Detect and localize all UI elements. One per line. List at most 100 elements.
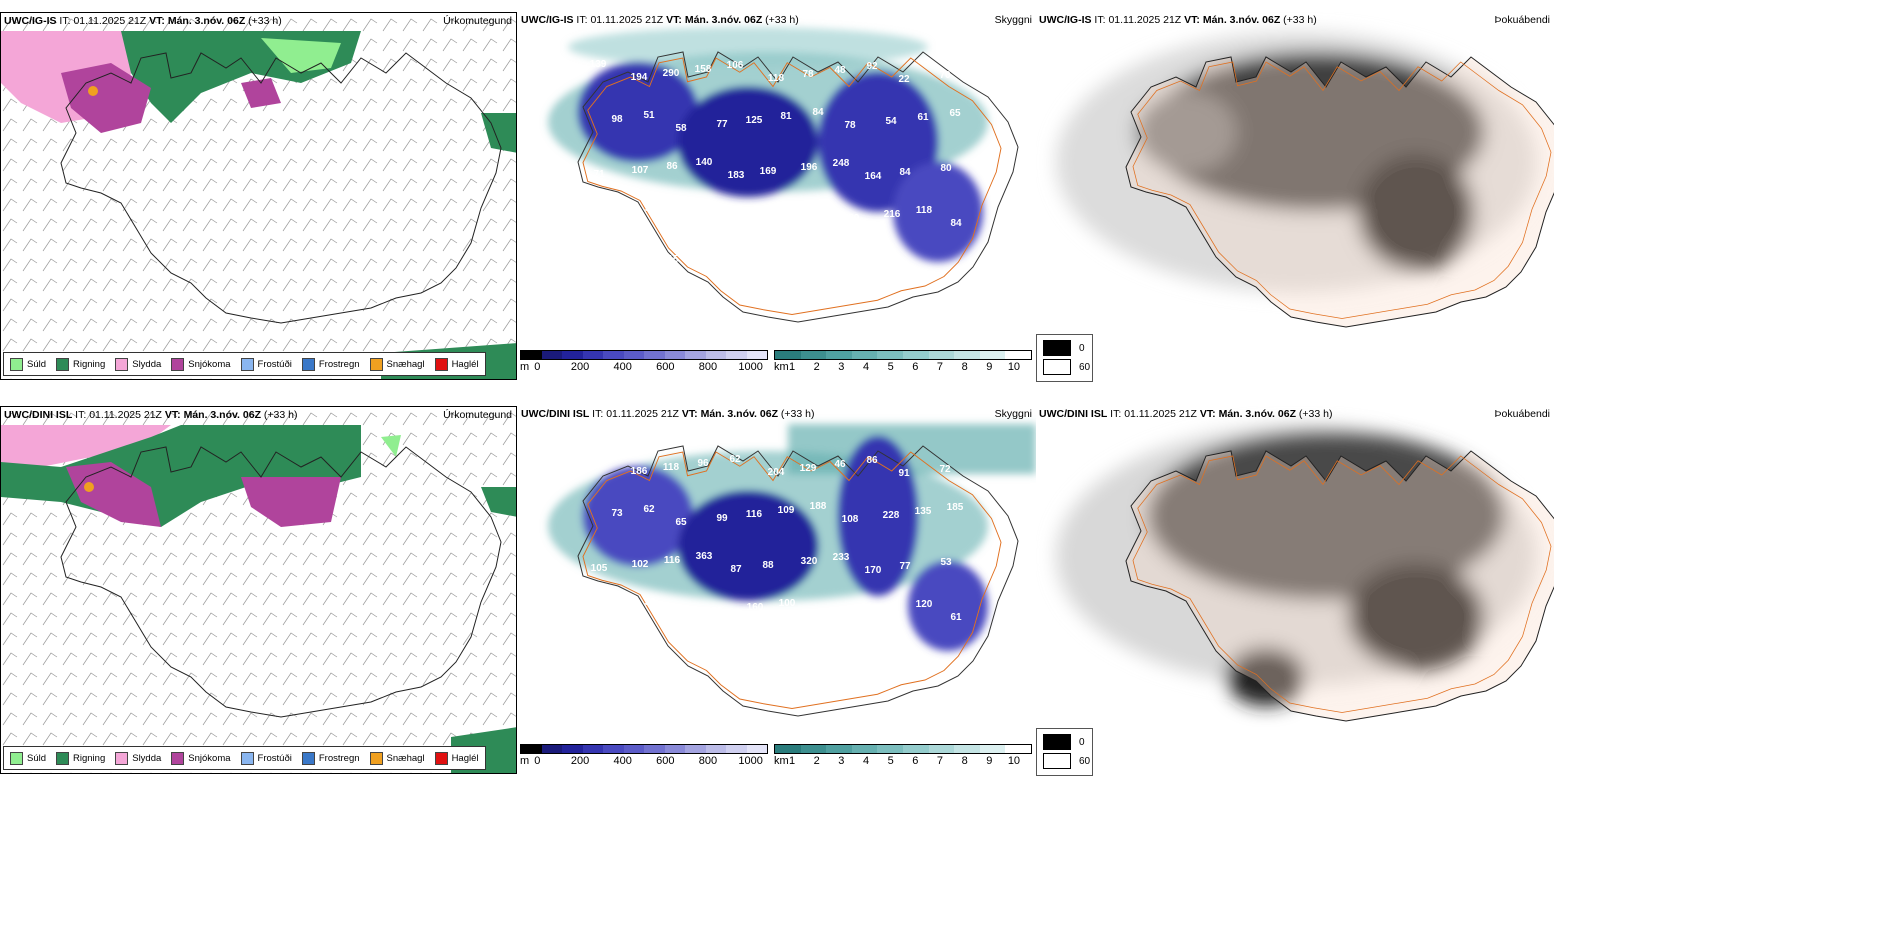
- cloud-base-label: 213: [811, 217, 828, 228]
- colorbar-bin: [644, 351, 665, 359]
- cloud-base-label: 77: [716, 119, 728, 130]
- cloud-base-label: 118: [663, 462, 680, 473]
- cloud-base-label: 17: [626, 258, 638, 269]
- colorbar-tick: 10: [1007, 361, 1021, 373]
- cloud-base-label: 188: [810, 501, 827, 512]
- legend-swatch: [301, 357, 315, 371]
- fog-legend: 0 60: [1036, 728, 1093, 776]
- colorbar-bin: [562, 351, 583, 359]
- cloud-base-label: 15: [667, 254, 679, 265]
- colorbar-tick: 10: [1007, 755, 1021, 767]
- cloud-base-label: 54: [885, 116, 897, 127]
- cloud-base-label: 81: [780, 111, 792, 122]
- fog-legend-row: 60: [1043, 753, 1090, 769]
- cloud-base-label: 140: [696, 157, 713, 168]
- panel-header: UWC/DINI ISL IT: 01.11.2025 21Z VT: Mán.…: [4, 409, 298, 421]
- cloud-base-label: 158: [695, 64, 712, 75]
- legend-label: Rigning: [73, 752, 106, 764]
- cloud-base-label: 185: [947, 502, 964, 513]
- legend-item: Frostregn: [301, 751, 360, 765]
- panel-header: UWC/IG-IS IT: 01.11.2025 21Z VT: Mán. 3.…: [521, 14, 799, 26]
- legend-label: Snæhagl: [386, 752, 425, 764]
- legend-label: Súld: [27, 752, 47, 764]
- colorbar-bin: [851, 351, 878, 359]
- low-cloud-area: [583, 466, 693, 566]
- precip-type-map-top: UWC/IG-IS IT: 01.11.2025 21Z VT: Mán. 3.…: [0, 12, 517, 380]
- cloud-base-label: 170: [865, 565, 882, 576]
- colorbar-strip: [520, 350, 768, 360]
- fog-legend-swatch: [1043, 734, 1071, 750]
- legend-swatch: [56, 751, 70, 765]
- precip-legend: Súld Rigning Slydda Snjókoma Frostúði Frostre…: [3, 352, 486, 376]
- legend-swatch: [240, 357, 254, 371]
- legend-label: Frostúði: [257, 752, 292, 764]
- legend-swatch: [369, 357, 383, 371]
- panel-title: Þokuábendi: [1494, 14, 1550, 26]
- snow-pellet-spot: [84, 482, 94, 492]
- legend-item: Rigning: [56, 357, 105, 371]
- colorbar-tick: 2: [813, 755, 820, 767]
- colorbar-bin: [541, 351, 562, 359]
- cloud-base-label: 120: [916, 599, 933, 610]
- colorbar-tick: 4: [862, 755, 870, 767]
- fog-legend-swatch: [1043, 359, 1071, 375]
- visibility-cloudbase-map-top: 139 194 290 158 106 118 78 48 92 22 70 98 51 58 77 125 8…: [518, 12, 1036, 380]
- cloud-base-label: 106: [727, 60, 744, 71]
- cloud-base-label: 177: [843, 607, 860, 618]
- colorbar-bin: [582, 351, 603, 359]
- legend-item: Haglél: [434, 357, 479, 371]
- sleet-area: [1, 425, 171, 467]
- cloud-base-label: 116: [746, 509, 763, 520]
- cloud-base-label: 233: [833, 552, 850, 563]
- panel-title: Þokuábendi: [1494, 408, 1550, 420]
- colorbar-strip: [774, 744, 1032, 754]
- visibility-colorbar: km 1 2 3 4 5 6 7 8 9 10: [774, 350, 1032, 378]
- legend-label: Slydda: [132, 752, 162, 764]
- cloud-base-label: 70: [939, 70, 951, 81]
- colorbar-bin: [685, 351, 706, 359]
- colorbar-tick: 3: [838, 755, 845, 767]
- colorbar-tick: 400: [613, 361, 632, 373]
- colorbar-bin: [1005, 351, 1031, 359]
- cloud-base-label: 108: [842, 514, 859, 525]
- colorbar-tick: 6: [912, 755, 919, 767]
- legend-swatch: [240, 751, 254, 765]
- cloud-base-label: 51: [612, 601, 624, 612]
- colorbar-bin: [726, 745, 747, 753]
- cloud-base-label: 116: [664, 555, 681, 566]
- snow-area: [61, 63, 151, 133]
- legend-item: Snjókoma: [171, 751, 231, 765]
- cloud-base-label: 389: [706, 606, 723, 617]
- colorbar-tick: 7: [936, 361, 944, 373]
- colorbar-bin: [521, 745, 542, 753]
- cloud-base-label: 135: [915, 506, 932, 517]
- cloud-base-label: 125: [746, 115, 763, 126]
- legend-swatch: [115, 357, 129, 371]
- panel-title: Úrkomutegund: [443, 409, 512, 421]
- colorbar-strip: [520, 744, 768, 754]
- fog-legend-swatch: [1043, 753, 1071, 769]
- colorbar-bin: [928, 745, 955, 753]
- colorbar-bin: [746, 351, 767, 359]
- legend-item: Súld: [10, 357, 46, 371]
- colorbar-bin: [623, 745, 644, 753]
- cloud-base-label: 320: [801, 556, 818, 567]
- colorbar-bin: [705, 351, 726, 359]
- cloud-base-label: 65: [675, 517, 687, 528]
- cloud-base-label: 61: [917, 112, 929, 123]
- cloud-base-label: 78: [844, 120, 856, 131]
- panel-header: UWC/IG-IS IT: 01.11.2025 21Z VT: Mán. 3.…: [4, 15, 282, 27]
- cloud-base-label: 58: [675, 123, 687, 134]
- legend-label: Snjókoma: [188, 358, 231, 370]
- colorbar-strip: [774, 350, 1032, 360]
- colorbar-tick: 0: [534, 361, 541, 373]
- legend-item: Rigning: [56, 751, 106, 765]
- cloud-base-label: 62: [643, 504, 655, 515]
- colorbar-bin: [603, 745, 624, 753]
- precip-type-map-bottom: UWC/DINI ISL IT: 01.11.2025 21Z VT: Mán.…: [0, 406, 517, 774]
- legend-label: Snæhagl: [386, 358, 425, 370]
- colorbar-tick: 1000: [738, 361, 763, 373]
- legend-swatch: [434, 357, 448, 371]
- colorbar-bin: [705, 745, 726, 753]
- fog-indicator-map-top: UWC/IG-IS IT: 01.11.2025 21Z VT: Mán. 3.…: [1036, 12, 1554, 380]
